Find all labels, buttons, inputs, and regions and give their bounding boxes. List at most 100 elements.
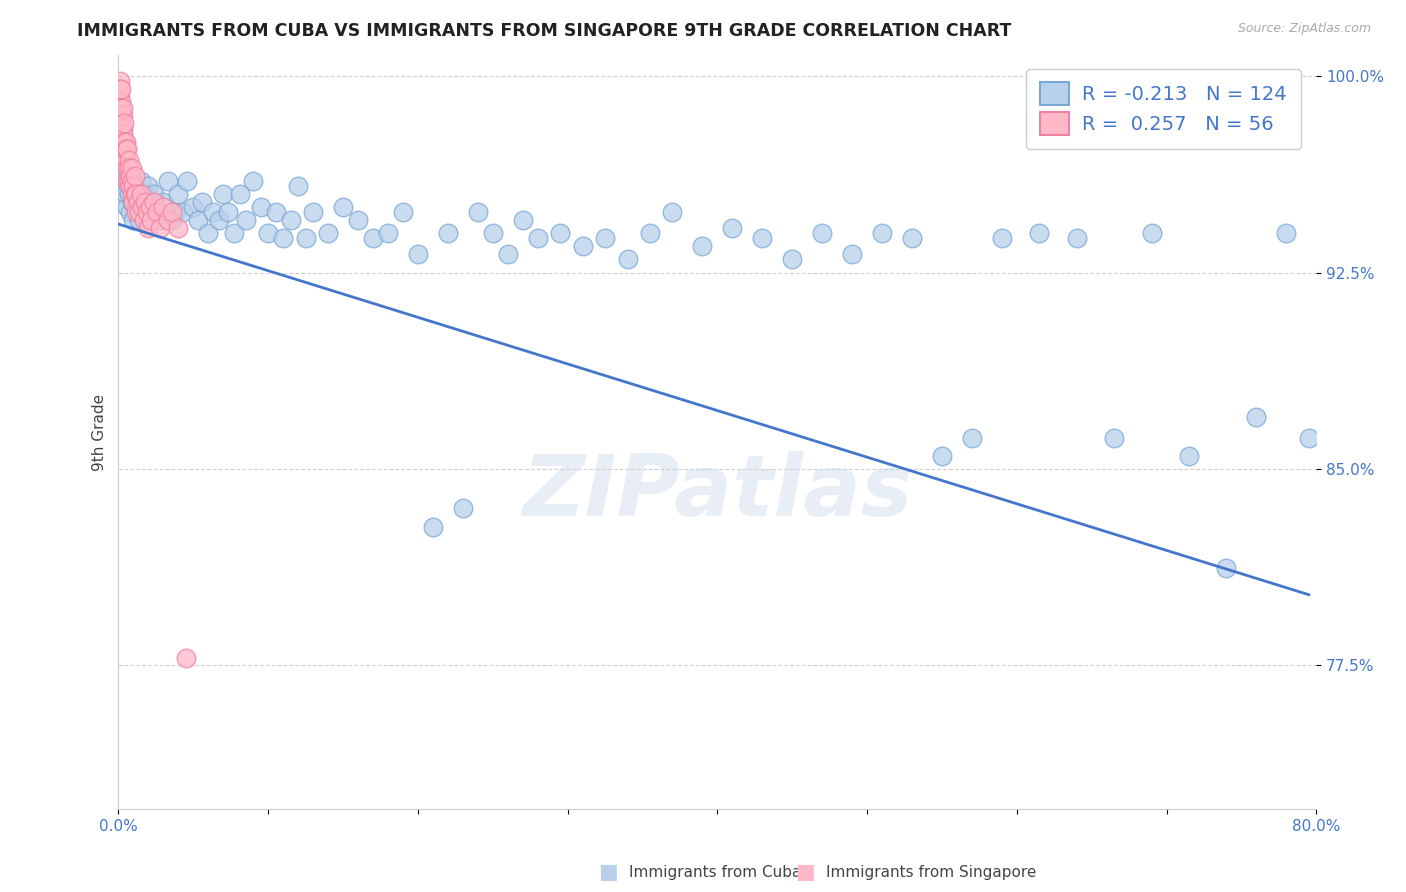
Point bbox=[176, 174, 198, 188]
Point bbox=[118, 186, 141, 201]
Point bbox=[112, 153, 135, 167]
Text: IMMIGRANTS FROM CUBA VS IMMIGRANTS FROM SINGAPORE 9TH GRADE CORRELATION CHART: IMMIGRANTS FROM CUBA VS IMMIGRANTS FROM … bbox=[77, 22, 1012, 40]
Point bbox=[235, 213, 257, 227]
Point bbox=[121, 161, 143, 175]
Point bbox=[108, 135, 131, 149]
Point bbox=[228, 186, 250, 201]
Point bbox=[156, 174, 179, 188]
Point bbox=[118, 161, 141, 175]
Point bbox=[110, 121, 132, 136]
Point bbox=[287, 179, 309, 194]
Point bbox=[467, 205, 489, 219]
Point bbox=[112, 169, 135, 183]
Point bbox=[1102, 431, 1125, 445]
Point bbox=[115, 143, 138, 157]
Point bbox=[135, 213, 157, 227]
Point bbox=[115, 135, 138, 149]
Point bbox=[112, 116, 135, 130]
Point bbox=[125, 200, 148, 214]
Point bbox=[167, 186, 190, 201]
Point bbox=[242, 174, 264, 188]
Point bbox=[1275, 226, 1298, 240]
Point bbox=[112, 135, 135, 149]
Point bbox=[181, 200, 204, 214]
Point bbox=[141, 205, 163, 219]
Point bbox=[187, 213, 209, 227]
Point bbox=[111, 127, 134, 141]
Point bbox=[960, 431, 983, 445]
Point bbox=[117, 174, 139, 188]
Point bbox=[110, 82, 132, 96]
Point bbox=[112, 135, 135, 149]
Point bbox=[108, 82, 131, 96]
Point bbox=[361, 231, 384, 245]
Point bbox=[135, 205, 157, 219]
Point bbox=[115, 161, 138, 175]
Point bbox=[110, 174, 132, 188]
Point bbox=[108, 153, 131, 167]
Point bbox=[111, 108, 134, 122]
Point bbox=[108, 101, 131, 115]
Point bbox=[122, 213, 145, 227]
Point bbox=[316, 226, 339, 240]
Point bbox=[115, 153, 138, 167]
Point bbox=[811, 226, 834, 240]
Point bbox=[780, 252, 803, 267]
Point bbox=[134, 186, 156, 201]
Point bbox=[118, 174, 141, 188]
Point bbox=[1215, 561, 1237, 575]
Point bbox=[162, 213, 184, 227]
Point bbox=[115, 186, 138, 201]
Point bbox=[120, 179, 142, 194]
Point bbox=[120, 179, 142, 194]
Text: Source: ZipAtlas.com: Source: ZipAtlas.com bbox=[1237, 22, 1371, 36]
Point bbox=[146, 205, 169, 219]
Point bbox=[143, 194, 166, 209]
Text: ZIPatlas: ZIPatlas bbox=[522, 451, 912, 534]
Point bbox=[152, 194, 174, 209]
Point bbox=[451, 501, 474, 516]
Point bbox=[406, 247, 429, 261]
Point bbox=[167, 221, 190, 235]
Point bbox=[152, 200, 174, 214]
Point bbox=[1140, 226, 1163, 240]
Point bbox=[347, 213, 370, 227]
Text: Immigrants from Cuba: Immigrants from Cuba bbox=[630, 865, 801, 880]
Point bbox=[392, 205, 415, 219]
Point bbox=[212, 186, 235, 201]
Point bbox=[721, 221, 744, 235]
Point bbox=[217, 205, 239, 219]
Point bbox=[121, 186, 143, 201]
Point bbox=[118, 161, 141, 175]
Point bbox=[264, 205, 287, 219]
Point bbox=[548, 226, 571, 240]
Point bbox=[112, 179, 135, 194]
Point bbox=[111, 101, 134, 115]
Point bbox=[121, 194, 143, 209]
Point bbox=[117, 174, 139, 188]
Point bbox=[593, 231, 616, 245]
Point bbox=[257, 226, 280, 240]
Point bbox=[129, 174, 152, 188]
Point bbox=[108, 74, 131, 88]
Point bbox=[201, 205, 224, 219]
Point bbox=[120, 205, 142, 219]
Point bbox=[156, 213, 179, 227]
Point bbox=[481, 226, 503, 240]
Point bbox=[249, 200, 271, 214]
Point bbox=[110, 101, 132, 115]
Point bbox=[110, 95, 132, 110]
Point bbox=[616, 252, 638, 267]
Point bbox=[149, 221, 172, 235]
Point bbox=[110, 121, 132, 136]
Point bbox=[1298, 431, 1320, 445]
Point bbox=[124, 179, 146, 194]
Text: Immigrants from Singapore: Immigrants from Singapore bbox=[825, 865, 1036, 880]
Point bbox=[139, 200, 162, 214]
Point bbox=[692, 239, 714, 253]
Point bbox=[110, 143, 132, 157]
Point bbox=[280, 213, 302, 227]
Point bbox=[112, 143, 135, 157]
Point bbox=[901, 231, 924, 245]
Point bbox=[571, 239, 593, 253]
